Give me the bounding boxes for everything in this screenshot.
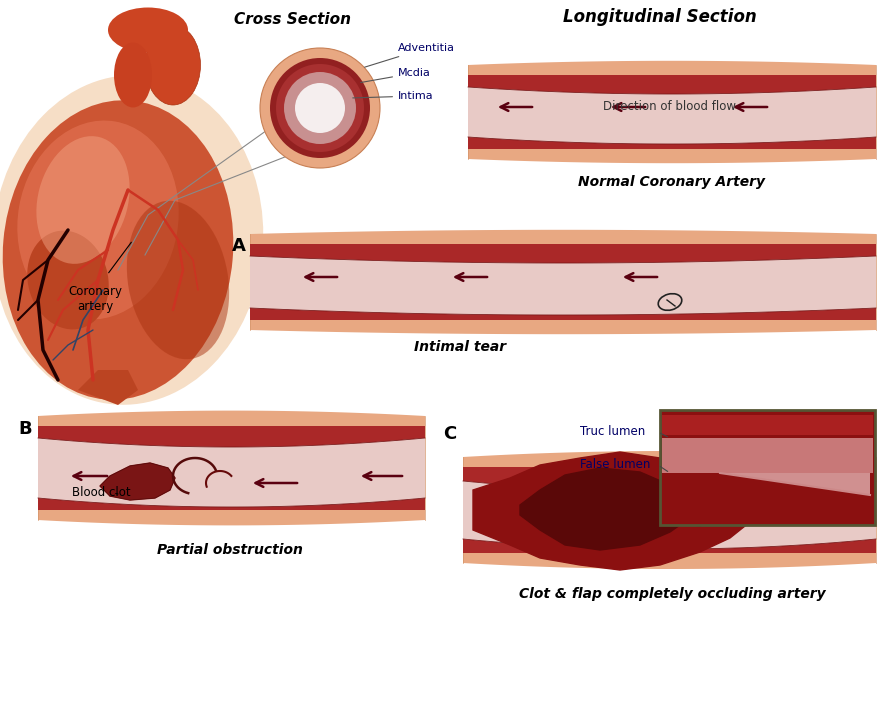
Text: False lumen: False lumen [580,458,650,472]
Polygon shape [250,230,875,244]
Ellipse shape [36,136,130,264]
Text: Longitudinal Section: Longitudinal Section [562,8,756,26]
Ellipse shape [108,8,188,53]
Polygon shape [462,481,875,549]
Ellipse shape [146,25,200,105]
Polygon shape [467,137,875,149]
Text: C: C [443,425,456,443]
Text: Intima: Intima [353,91,433,101]
Bar [661,415,872,435]
Polygon shape [250,256,875,315]
Text: Coronary
artery: Coronary artery [68,285,122,313]
Circle shape [275,64,364,152]
Polygon shape [38,510,424,525]
Polygon shape [519,468,689,550]
Ellipse shape [114,43,152,107]
Polygon shape [462,451,875,467]
Polygon shape [38,426,424,447]
Bar [660,410,874,525]
Polygon shape [467,149,875,163]
Polygon shape [473,452,749,570]
Polygon shape [462,553,875,569]
Text: Direction of blood flow: Direction of blood flow [602,100,736,114]
Polygon shape [38,498,424,510]
Polygon shape [467,87,875,144]
Polygon shape [250,320,875,334]
Polygon shape [250,244,875,263]
Ellipse shape [0,75,263,405]
Text: A: A [232,237,246,255]
Polygon shape [38,411,424,426]
Circle shape [295,83,345,133]
Polygon shape [462,467,875,491]
Polygon shape [250,308,875,320]
Polygon shape [38,438,424,507]
Polygon shape [467,75,875,94]
Circle shape [283,72,355,144]
Polygon shape [719,473,869,495]
Text: Clot & flap completely occluding artery: Clot & flap completely occluding artery [518,587,824,601]
Polygon shape [100,463,175,500]
Text: Cross Section: Cross Section [234,12,351,27]
Ellipse shape [126,201,229,359]
Text: Truc lumen: Truc lumen [580,425,645,439]
Circle shape [260,48,380,168]
Text: Intimal tear: Intimal tear [413,340,505,354]
Text: Adventitia: Adventitia [364,43,454,67]
Polygon shape [467,61,875,75]
Ellipse shape [18,121,179,319]
Text: Mcdia: Mcdia [360,68,431,83]
Text: B: B [18,420,32,438]
Polygon shape [78,370,138,405]
Circle shape [270,58,369,158]
Text: Normal Coronary Artery: Normal Coronary Artery [578,175,765,189]
Text: Partial obstruction: Partial obstruction [157,543,303,557]
Ellipse shape [27,230,109,329]
Polygon shape [462,539,875,553]
Ellipse shape [3,100,233,399]
Text: Blood clot: Blood clot [72,486,131,500]
Bar [661,438,872,473]
